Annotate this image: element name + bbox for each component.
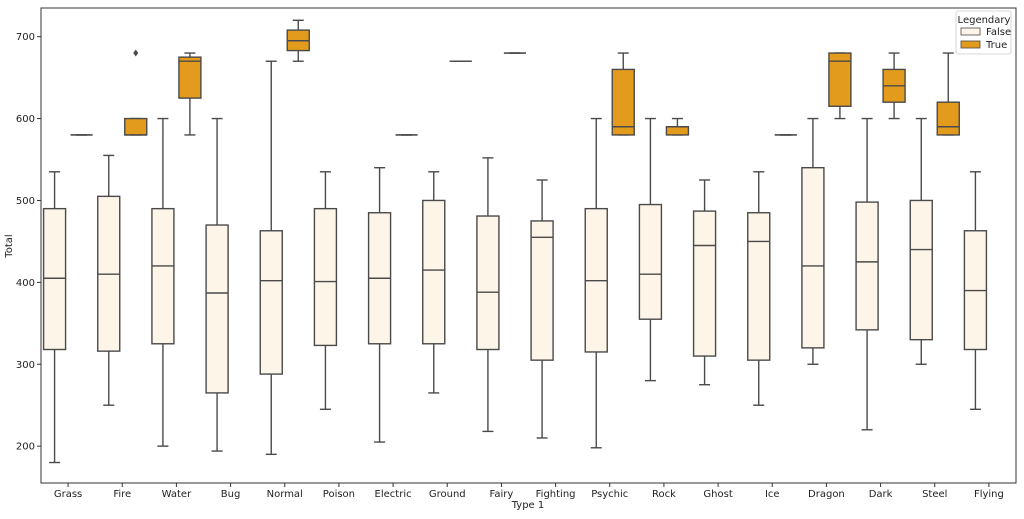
box-true-water: [178, 52, 202, 136]
box-iqr: [42, 207, 67, 351]
box-true-normal: [286, 19, 310, 62]
x-tick-label: Fire: [113, 489, 131, 500]
legend-title: Legendary: [958, 15, 1011, 26]
box-iqr: [611, 68, 635, 136]
box-true-rock: [665, 117, 690, 136]
box-true-fire: [124, 49, 148, 136]
box-iqr: [665, 126, 690, 136]
x-axis: Grass Fire Water Bug Normal Poison Electric Gro…: [54, 483, 1004, 500]
y-tick-label: 200: [16, 442, 35, 453]
x-tick-label: Bug: [221, 489, 241, 500]
box-false-flying: [963, 171, 988, 410]
box-false-psychic: [584, 117, 608, 449]
box-iqr: [151, 207, 175, 345]
box-iqr: [422, 199, 446, 345]
box-false-poison: [313, 171, 338, 410]
box-false-water: [151, 117, 175, 447]
box-false-bug: [205, 117, 229, 452]
box-false-ice: [747, 171, 771, 406]
y-tick-label: 300: [16, 360, 35, 371]
x-tick-label: Poison: [323, 489, 355, 500]
box-iqr: [124, 117, 148, 136]
box-true-dark: [882, 52, 906, 120]
box-iqr: [313, 207, 338, 347]
y-tick-label: 600: [16, 114, 35, 125]
x-tick-label: Water: [162, 489, 192, 500]
box-iqr: [828, 52, 852, 107]
x-tick-label: Psychic: [591, 489, 628, 500]
y-axis-label: Total: [4, 234, 15, 258]
y-tick-label: 700: [16, 32, 35, 43]
x-tick-label: Flying: [974, 489, 1004, 500]
box-true-steel: [936, 52, 960, 136]
box-iqr: [259, 230, 283, 375]
x-tick-label: Rock: [652, 489, 676, 500]
box-false-ground: [422, 171, 446, 394]
legend-swatch-false: [960, 27, 981, 36]
legend-swatch-true: [960, 40, 981, 49]
box-false-fire: [97, 154, 121, 406]
x-tick-label: Dragon: [808, 489, 845, 500]
x-tick-label: Normal: [267, 489, 303, 500]
box-false-rock: [638, 117, 663, 382]
box-false-electric: [367, 166, 392, 443]
box-iqr: [530, 220, 554, 361]
box-false-ghost: [692, 179, 717, 386]
box-false-steel: [909, 117, 933, 365]
box-iqr: [801, 166, 825, 349]
legend: Legendary False True: [955, 10, 1012, 55]
x-tick-label: Grass: [54, 489, 82, 500]
x-axis-label: Type 1: [511, 500, 545, 511]
x-tick-label: Ghost: [703, 489, 732, 500]
box-false-dragon: [801, 117, 825, 365]
box-false-fighting: [530, 179, 554, 439]
box-iqr: [178, 56, 202, 99]
x-tick-label: Fighting: [536, 489, 576, 500]
box-iqr: [476, 215, 500, 351]
box-false-normal: [259, 60, 283, 456]
box-iqr: [747, 212, 771, 361]
box-true-psychic: [611, 52, 635, 136]
outlier-point: [133, 49, 139, 57]
box-false-dark: [855, 117, 879, 431]
plot-frame: [40, 7, 1017, 484]
x-tick-label: Ground: [429, 489, 466, 500]
x-tick-label: Dark: [869, 489, 893, 500]
legend-label-true: True: [985, 40, 1007, 51]
box-iqr: [855, 201, 879, 331]
y-axis: 200 300 400 500 600 700: [16, 32, 41, 453]
x-tick-label: Ice: [765, 489, 780, 500]
box-false-fairy: [476, 157, 500, 433]
legend-label-false: False: [986, 27, 1011, 38]
box-iqr: [692, 210, 717, 357]
y-tick-label: 400: [16, 278, 35, 289]
box-iqr: [205, 224, 229, 394]
box-iqr: [936, 101, 960, 136]
plot-area: [42, 19, 988, 464]
x-tick-label: Steel: [922, 489, 947, 500]
box-iqr: [909, 199, 933, 341]
x-tick-label: Electric: [375, 489, 412, 500]
x-tick-label: Fairy: [490, 489, 514, 500]
box-iqr: [638, 203, 663, 320]
box-false-grass: [42, 171, 67, 464]
y-tick-label: 500: [16, 196, 35, 207]
box-true-dragon: [828, 52, 852, 120]
